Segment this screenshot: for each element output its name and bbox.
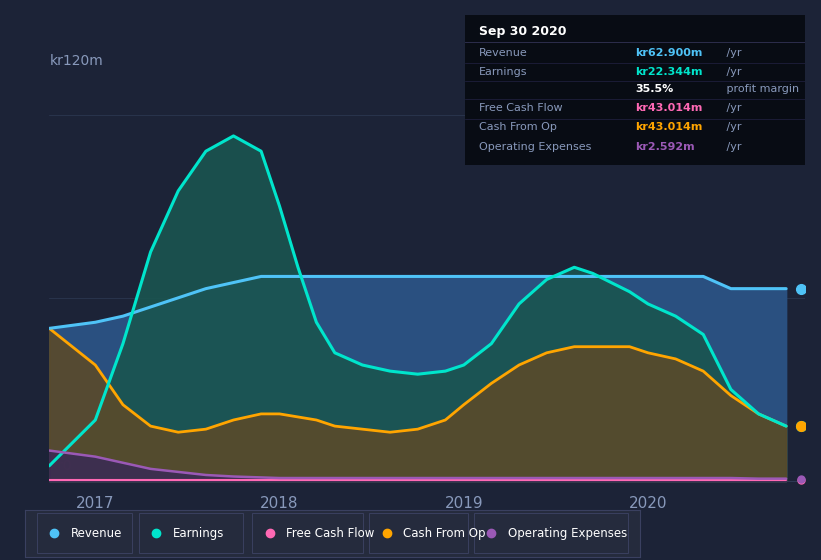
Text: kr43.014m: kr43.014m bbox=[635, 123, 703, 133]
Text: 35.5%: 35.5% bbox=[635, 83, 673, 94]
Text: kr120m: kr120m bbox=[49, 54, 103, 68]
Text: /yr: /yr bbox=[723, 123, 742, 133]
Text: Free Cash Flow: Free Cash Flow bbox=[479, 103, 562, 113]
Text: /yr: /yr bbox=[723, 103, 742, 113]
Text: Operating Expenses: Operating Expenses bbox=[479, 142, 591, 152]
Text: Earnings: Earnings bbox=[172, 527, 224, 540]
Text: Sep 30 2020: Sep 30 2020 bbox=[479, 26, 566, 39]
Text: Revenue: Revenue bbox=[71, 527, 122, 540]
Text: Cash From Op: Cash From Op bbox=[403, 527, 486, 540]
Text: Cash From Op: Cash From Op bbox=[479, 123, 557, 133]
Text: /yr: /yr bbox=[723, 142, 742, 152]
Text: kr2.592m: kr2.592m bbox=[635, 142, 695, 152]
Text: kr43.014m: kr43.014m bbox=[635, 103, 703, 113]
Text: Operating Expenses: Operating Expenses bbox=[508, 527, 627, 540]
Text: Earnings: Earnings bbox=[479, 67, 527, 77]
Text: kr22.344m: kr22.344m bbox=[635, 67, 703, 77]
Text: profit margin: profit margin bbox=[723, 83, 800, 94]
Text: /yr: /yr bbox=[723, 67, 742, 77]
Text: /yr: /yr bbox=[723, 48, 742, 58]
Text: Revenue: Revenue bbox=[479, 48, 527, 58]
Text: kr62.900m: kr62.900m bbox=[635, 48, 703, 58]
Text: kr0: kr0 bbox=[49, 459, 72, 473]
Text: Free Cash Flow: Free Cash Flow bbox=[287, 527, 374, 540]
